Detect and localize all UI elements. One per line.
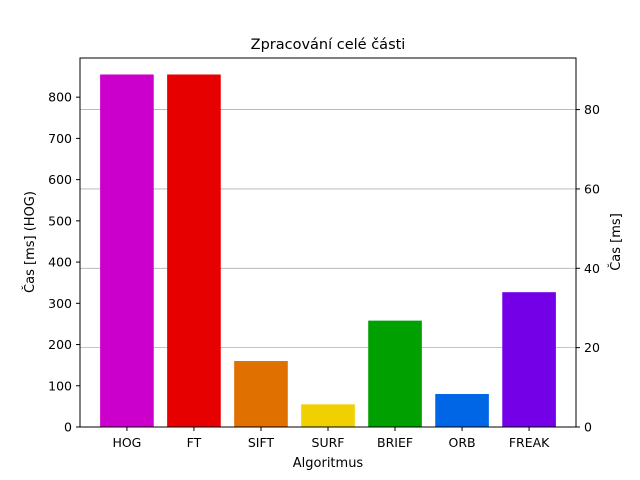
x-tick-label: SURF — [312, 435, 345, 450]
bar-ft — [167, 74, 221, 427]
y-left-tick-label: 600 — [48, 172, 72, 187]
x-axis-label: Algoritmus — [293, 456, 364, 471]
y-left-tick-label: 200 — [48, 337, 72, 352]
x-tick-label: FT — [187, 435, 202, 450]
x-tick-label: ORB — [448, 435, 475, 450]
y-left-tick-label: 700 — [48, 131, 72, 146]
chart-title: Zpracování celé části — [251, 37, 406, 53]
y-axis-right-ticks: 0 20 40 60 80 — [576, 102, 600, 435]
y-left-tick-label: 100 — [48, 378, 72, 393]
y-right-tick-label: 0 — [584, 420, 592, 435]
plot-frame — [79, 57, 577, 428]
y-right-tick-label: 60 — [584, 181, 600, 196]
bar-hog — [100, 74, 154, 427]
bar-orb — [435, 394, 489, 427]
y-left-tick-label: 800 — [48, 90, 72, 105]
y-left-tick-label: 500 — [48, 213, 72, 228]
y-left-tick-label: 400 — [48, 255, 72, 270]
grid-lines — [80, 109, 576, 349]
bar-brief — [368, 320, 422, 427]
bar-sift — [234, 361, 288, 427]
x-tick-label: HOG — [112, 435, 141, 450]
x-tick-label: SIFT — [248, 435, 275, 450]
y-axis-left-ticks: 0 100 200 300 400 500 600 700 800 — [48, 90, 80, 435]
y-right-tick-label: 40 — [584, 261, 600, 276]
y-right-tick-label: 20 — [584, 340, 600, 355]
y-right-tick-label: 80 — [584, 102, 600, 117]
x-tick-label: FREAK — [509, 435, 550, 450]
y-axis-right-label: Čas [ms] — [608, 213, 624, 271]
bar-surf — [301, 404, 355, 427]
y-left-tick-label: 0 — [64, 420, 72, 435]
x-tick-label: BRIEF — [377, 435, 413, 450]
bars — [100, 74, 556, 427]
x-axis-ticks: HOG FT SIFT SURF BRIEF ORB FREAK — [112, 427, 550, 450]
y-left-tick-label: 300 — [48, 296, 72, 311]
bar-freak — [502, 292, 556, 427]
y-axis-left-label: Čas [ms] (HOG) — [22, 191, 38, 293]
